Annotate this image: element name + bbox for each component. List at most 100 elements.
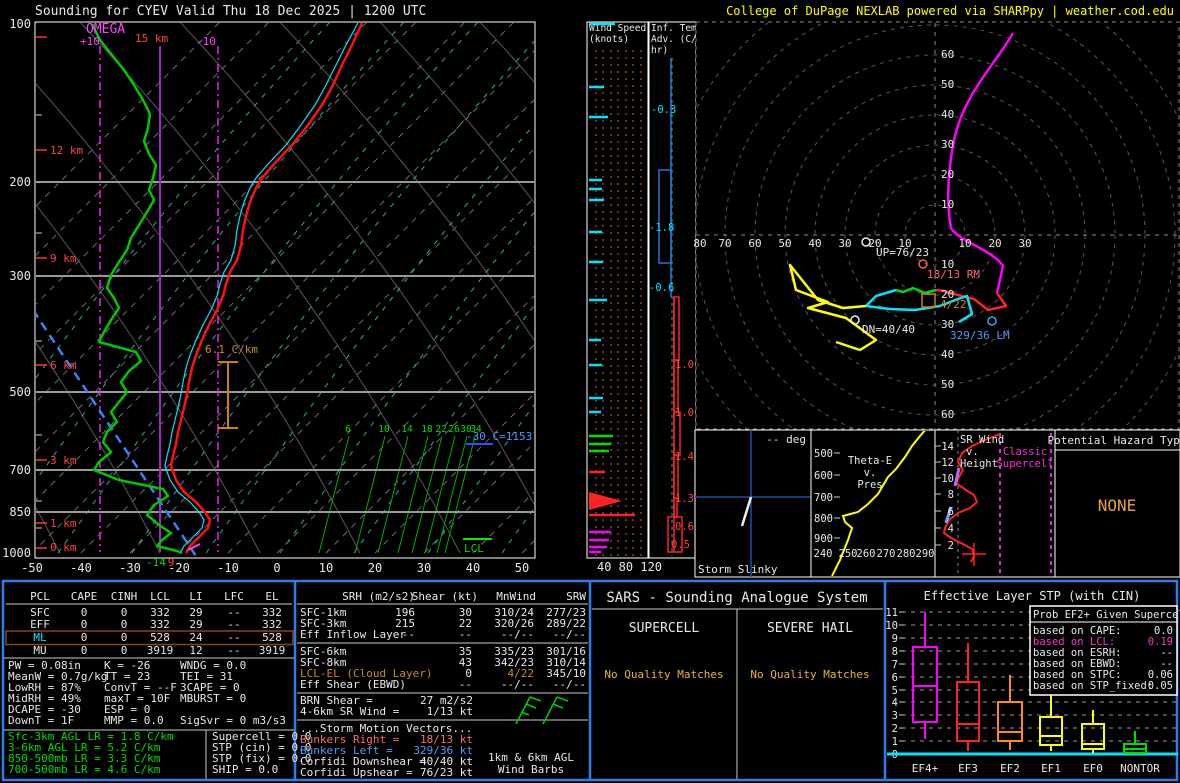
svg-text:LCL: LCL — [150, 590, 170, 603]
svg-text:43: 43 — [459, 656, 472, 669]
hodo-trace-6-9km — [788, 263, 878, 352]
svg-text:Sfc-3km AGL LR = 1.8 C/km: Sfc-3km AGL LR = 1.8 C/km — [8, 730, 174, 743]
svg-text:SRH (m2/s2): SRH (m2/s2) — [342, 590, 415, 603]
sr46-value: 1/13 kt — [427, 705, 473, 718]
svg-text:335/23: 335/23 — [494, 645, 534, 658]
svg-text:3919: 3919 — [259, 644, 286, 657]
slinky-border — [694, 429, 812, 578]
kin-row: SFC-8km 43 342/23 310/14 — [300, 656, 586, 669]
svg-text:14: 14 — [401, 424, 413, 435]
svg-text:3-6km AGL LR = 5.2 C/km: 3-6km AGL LR = 5.2 C/km — [8, 741, 161, 754]
prob-row-label: based on STP_fixed: — [1033, 680, 1153, 692]
svg-text:500: 500 — [814, 448, 833, 460]
svg-text:20: 20 — [941, 288, 954, 301]
cloud-layer-wind-label: 4/22 — [940, 298, 967, 311]
bunkers-right-marker — [918, 259, 928, 269]
srwind-title-1: SR Wind — [960, 434, 1004, 446]
parcel-trace — [36, 312, 198, 557]
svg-text:--/--: --/-- — [501, 628, 534, 641]
brn-shear-label: BRN Shear = — [300, 694, 373, 707]
brn-shear-value: 27 m2/s2 — [420, 694, 473, 707]
svg-text:--/--: --/-- — [553, 678, 586, 691]
virtual-temp-mark — [187, 543, 201, 551]
svg-text:1.0: 1.0 — [675, 407, 694, 419]
svg-text:0: 0 — [465, 667, 472, 680]
surface-dewpoint-value: -14 — [146, 556, 166, 569]
svg-text:-50: -50 — [21, 561, 43, 575]
omega-lines — [99, 46, 219, 552]
svg-text:35: 35 — [459, 645, 472, 658]
boxplot-ef3 — [956, 643, 980, 751]
svg-text:40: 40 — [941, 348, 954, 361]
svg-text:12: 12 — [189, 644, 202, 657]
svg-text:--/--: --/-- — [553, 628, 586, 641]
wind-speed-bars — [589, 22, 635, 554]
svg-text:0: 0 — [273, 561, 280, 575]
storm-slinky-panel: -- deg Storm Slinky — [694, 429, 812, 578]
stp-y-ticks — [899, 611, 904, 742]
omega-plus-label: +10 — [80, 35, 100, 48]
skewt-border — [34, 21, 536, 559]
sars-box: SARS - Sounding Analogue System SUPERCEL… — [592, 590, 883, 779]
svg-text:900: 900 — [814, 533, 833, 545]
svg-text:332: 332 — [262, 618, 282, 631]
svg-text:-20: -20 — [168, 561, 190, 575]
boxplot-ef0 — [1081, 710, 1105, 753]
svg-text:10: 10 — [378, 424, 390, 435]
svg-text:ML: ML — [33, 631, 47, 644]
bunkers-right-row-value: 18/13 kt — [420, 733, 473, 746]
svg-text:0.5: 0.5 — [671, 539, 690, 551]
temp-adv-title-3: hr) — [651, 45, 668, 56]
svg-text:1: 1 — [892, 736, 898, 748]
svg-text:4/22: 4/22 — [508, 667, 535, 680]
svg-text:0: 0 — [121, 606, 128, 619]
svg-text:310/14: 310/14 — [546, 656, 586, 669]
boxplot-ef2 — [997, 675, 1023, 750]
svg-text:277/23: 277/23 — [546, 606, 586, 619]
thetae-x-labels: 240 250 260 270 280 290 — [814, 548, 935, 560]
isobar-lines — [36, 181, 534, 513]
svg-text:11: 11 — [885, 607, 898, 619]
surface-temp-value: 9 — [168, 556, 175, 569]
hazard-panel: Potential Hazard Type NONE — [1047, 429, 1180, 578]
svg-text:SFC-1km: SFC-1km — [300, 606, 347, 619]
srwind-title-2: v. — [966, 446, 979, 458]
svg-text:0: 0 — [81, 644, 88, 657]
svg-text:STP (cin) = 0.0: STP (cin) = 0.0 — [212, 741, 311, 754]
height-label: 0 km — [50, 541, 77, 554]
temperature-axis: -50 -40 -30 -20 -10 0 10 20 30 40 50 — [21, 561, 529, 575]
svg-text:30: 30 — [460, 424, 472, 435]
classic-supercell-label-1: Classic — [1003, 446, 1047, 458]
kin-row: SFC-3km 215 22 320/26 289/22 — [300, 617, 586, 630]
hodograph-ring-labels-down: 10 20 30 40 50 60 — [941, 258, 954, 421]
svg-text:1000: 1000 — [2, 546, 31, 560]
svg-text:850-500mb LR = 3.3 C/km: 850-500mb LR = 3.3 C/km — [8, 752, 161, 765]
svg-text:7: 7 — [892, 659, 898, 671]
prob-row-label: based on EBWD: — [1033, 658, 1122, 670]
bunkers-right-label: 18/13 RM — [927, 268, 980, 281]
svg-text:K = -26: K = -26 — [104, 659, 150, 672]
svg-text:24: 24 — [189, 631, 203, 644]
slinky-deg-value: -- deg — [766, 433, 806, 446]
credit-text: College of DuPage NEXLAB powered via SHA… — [726, 4, 1174, 18]
hazard-value: NONE — [1098, 496, 1137, 515]
svg-text:NONTOR: NONTOR — [1120, 762, 1160, 775]
svg-text:50: 50 — [515, 561, 529, 575]
agl-wind-barbs-glyph — [515, 696, 569, 725]
svg-text:MBURST = 0: MBURST = 0 — [180, 692, 246, 705]
corfidi-down-row-value: 40/40 kt — [420, 755, 473, 768]
svg-text:--: -- — [402, 628, 415, 641]
freezing-level-label: -30 C=11531' — [466, 430, 545, 443]
svg-text:Shear (kt): Shear (kt) — [412, 590, 478, 603]
srwind-border — [934, 429, 1056, 578]
lcl-label: LCL — [464, 542, 484, 555]
thetae-y-labels: 500 600 700 800 900 — [814, 448, 833, 545]
svg-text:600: 600 — [814, 470, 833, 482]
corfidi-down-label: DN=40/40 — [862, 323, 915, 336]
svg-text:--: -- — [227, 644, 240, 657]
thermo-box: PCL CAPE CINH LCL LI LFC EL SFC 0 0 332 … — [4, 590, 311, 779]
svg-text:LFC: LFC — [224, 590, 244, 603]
svg-text:60: 60 — [941, 408, 954, 421]
hodo-trace-0-3km — [935, 288, 1008, 312]
hodo-trace-9-12km — [864, 288, 974, 324]
